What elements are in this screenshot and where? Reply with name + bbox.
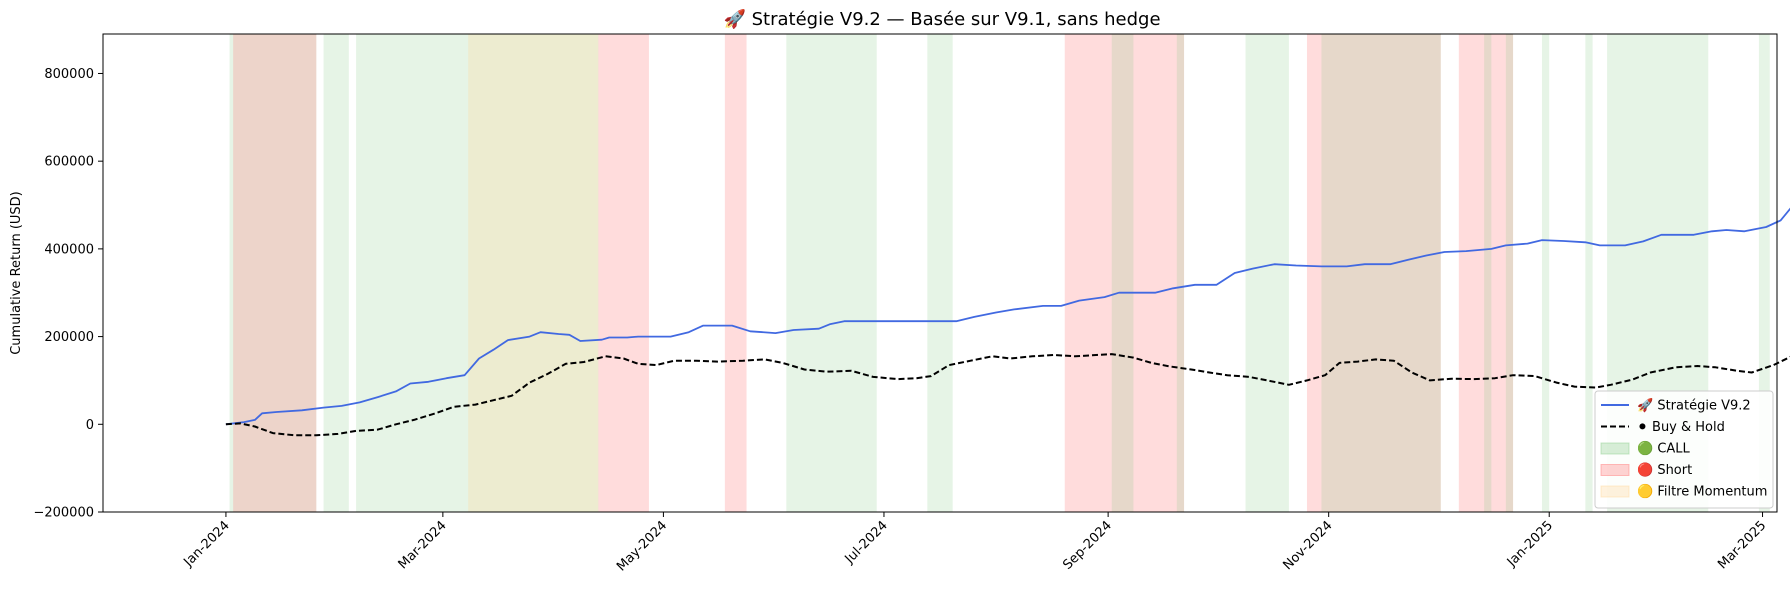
- x-tick-label: Mar-2025: [1715, 518, 1769, 572]
- series-buy-hold-line: [225, 353, 1790, 437]
- legend-label: 🚀 Stratégie V9.2: [1637, 398, 1751, 414]
- y-axis-label: Cumulative Return (USD): [9, 191, 24, 355]
- region-call: [1111, 34, 1134, 512]
- region-short: [1064, 34, 1185, 512]
- x-tick-label: Jul-2024: [842, 518, 891, 567]
- region-call: [1585, 34, 1593, 512]
- region-call: [1484, 34, 1492, 512]
- legend-swatch: [1600, 442, 1630, 455]
- chart-title: 🚀 Stratégie V9.2 — Basée sur V9.1, sans …: [723, 8, 1160, 30]
- x-tick-label: Nov-2024: [1280, 518, 1335, 573]
- y-tick-label: 800000: [44, 67, 94, 82]
- legend-label: 🔴 Short: [1637, 462, 1692, 478]
- region-call: [1245, 34, 1289, 512]
- region-short: [1306, 34, 1441, 512]
- region-momentum: [468, 34, 599, 512]
- y-tick-label: 0: [86, 418, 94, 433]
- region-short: [1458, 34, 1514, 512]
- legend-label: ⚫ Buy & Hold: [1637, 420, 1725, 435]
- region-call: [323, 34, 349, 512]
- region-call: [1758, 34, 1770, 512]
- legend-item: ⚫ Buy & Hold: [1601, 420, 1725, 435]
- series-strategy-line: [225, 207, 1790, 426]
- region-call: [927, 34, 953, 512]
- region-call: [786, 34, 877, 512]
- region-short: [598, 34, 649, 512]
- region-call: [1176, 34, 1185, 512]
- y-axis: −200000 0 200000 400000 600000 800000: [33, 67, 103, 521]
- legend-item: 🚀 Stratégie V9.2: [1601, 398, 1751, 414]
- region-short: [724, 34, 747, 512]
- region-short: [233, 34, 317, 512]
- region-call: [1541, 34, 1550, 512]
- legend-item: 🟢 CALL: [1600, 441, 1691, 457]
- x-tick-label: Mar-2024: [396, 518, 450, 572]
- y-tick-label: −200000: [33, 506, 94, 521]
- region-call: [356, 34, 599, 512]
- legend-item: 🟡 Filtre Momentum: [1600, 484, 1767, 500]
- x-tick-label: Jan-2025: [1504, 518, 1556, 570]
- legend-box: [1594, 390, 1774, 509]
- legend-swatch: [1600, 464, 1630, 476]
- y-tick-label: 400000: [44, 242, 94, 257]
- y-tick-label: 600000: [44, 155, 94, 170]
- plot-frame: [102, 33, 1778, 513]
- x-tick-label: Sep-2024: [1060, 518, 1115, 573]
- y-tick-label: 200000: [44, 330, 94, 345]
- region-call: [1505, 34, 1514, 512]
- legend-item: 🔴 Short: [1600, 462, 1692, 478]
- legend-label: 🟡 Filtre Momentum: [1637, 484, 1767, 500]
- x-tick-label: May-2024: [614, 518, 670, 574]
- legend: 🚀 Stratégie V9.2 ⚫ Buy & Hold 🟢 CALL 🔴 Shor…: [1594, 390, 1774, 509]
- region-call: [1321, 34, 1441, 512]
- regions-layer: [229, 34, 1770, 512]
- x-tick-label: Jan-2024: [181, 518, 233, 570]
- x-axis: Jan-2024 Mar-2024 May-2024 Jul-2024 Sep-2024…: [181, 512, 1769, 574]
- legend-label: 🟢 CALL: [1637, 441, 1691, 457]
- series-layer: [225, 207, 1790, 437]
- legend-swatch: [1600, 485, 1630, 498]
